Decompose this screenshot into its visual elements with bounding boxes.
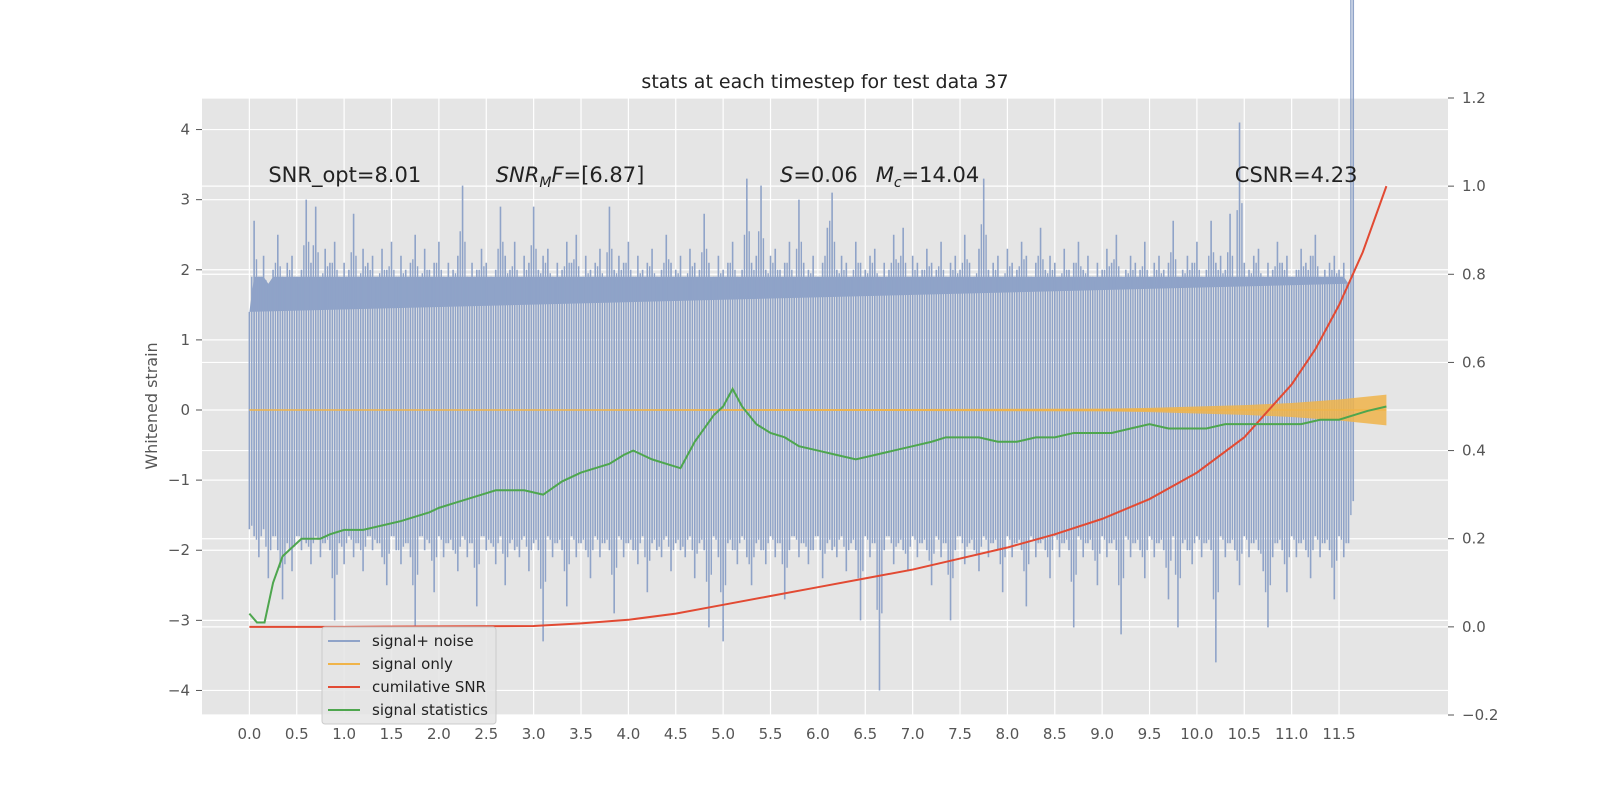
y2-tick-label: 0.4: [1462, 442, 1486, 460]
legend-label: signal only: [372, 655, 453, 673]
x-tick-label: 4.5: [664, 725, 688, 743]
x-tick-label: 8.0: [995, 725, 1019, 743]
x-tick-label: 11.0: [1275, 725, 1308, 743]
y-axis-label: Whitened strain: [142, 342, 161, 469]
x-tick-label: 0.5: [285, 725, 309, 743]
x-tick-label: 8.5: [1043, 725, 1067, 743]
annotation-2: SNRMF=[6.87]: [496, 163, 645, 191]
x-tick-label: 9.0: [1090, 725, 1114, 743]
y-tick-label: −1: [168, 471, 190, 489]
legend: signal+ noise signal only cumilative SNR si…: [321, 626, 497, 725]
x-tick-label: 0.0: [237, 725, 261, 743]
legend-box: [321, 626, 497, 725]
y2-tick-label: 0.0: [1462, 618, 1486, 636]
y-tick-label: −2: [168, 541, 190, 559]
x-tick-label: 3.0: [522, 725, 546, 743]
x-tick-label: 11.5: [1322, 725, 1355, 743]
annotation-4: CSNR=4.23: [1235, 163, 1358, 187]
legend-label: signal statistics: [372, 701, 488, 719]
x-tick-label: 1.5: [380, 725, 404, 743]
signal-only-trace: [249, 394, 1387, 426]
annotation-3: S=0.06 Mc=14.04: [780, 163, 979, 191]
y2-tick-label: 1.0: [1462, 177, 1486, 195]
x-tick-label: 7.5: [948, 725, 972, 743]
cumulative-snr-line: [249, 185, 1388, 628]
x-tick-label: 9.5: [1138, 725, 1162, 743]
signal-noise-trace: [248, 0, 1355, 691]
legend-label: cumilative SNR: [372, 678, 486, 696]
y-tick-label: 4: [180, 121, 190, 139]
axis-ticks: 0.0 0.5 1.0 1.5 2.0 2.5 3.0 3.5 4.0 4.5 5.0 5.5 6.0 6…: [168, 89, 1499, 743]
legend-label: signal+ noise: [372, 632, 474, 650]
y2-tick-label: 0.6: [1462, 353, 1486, 371]
x-tick-label: 3.5: [569, 725, 593, 743]
y2-tick-label: 1.2: [1462, 89, 1486, 107]
signal-statistics-line: [248, 386, 1387, 624]
y-tick-label: 0: [180, 401, 190, 419]
x-tick-label: 4.0: [616, 725, 640, 743]
x-tick-label: 6.5: [853, 725, 877, 743]
x-tick-label: 1.0: [332, 725, 356, 743]
y-tick-label: 1: [180, 331, 190, 349]
signal-statistics-path: [248, 386, 1387, 624]
x-tick-label: 10.5: [1228, 725, 1261, 743]
x-tick-label: 5.0: [711, 725, 735, 743]
y2-tick-label: 0.2: [1462, 530, 1486, 548]
chart-title: stats at each timestep for test data 37: [641, 71, 1008, 93]
x-tick-label: 2.5: [474, 725, 498, 743]
y-tick-label: 2: [180, 261, 190, 279]
annotation-1: SNR_opt=8.01: [268, 163, 421, 188]
x-tick-label: 2.0: [427, 725, 451, 743]
y2-tick-label: 0.8: [1462, 265, 1486, 283]
y-tick-label: −3: [168, 611, 190, 629]
x-tick-label: 5.5: [759, 725, 783, 743]
y-tick-label: 3: [180, 191, 190, 209]
x-tick-label: 10.0: [1180, 725, 1213, 743]
x-tick-label: 6.0: [806, 725, 830, 743]
y2-tick-label: −0.2: [1462, 706, 1498, 724]
cumulative-snr-path: [249, 185, 1388, 628]
annotations: SNR_opt=8.01 SNRMF=[6.87] S=0.06 Mc=14.04 CS…: [268, 163, 1357, 191]
x-tick-label: 7.0: [901, 725, 925, 743]
y-tick-label: −4: [168, 681, 190, 699]
